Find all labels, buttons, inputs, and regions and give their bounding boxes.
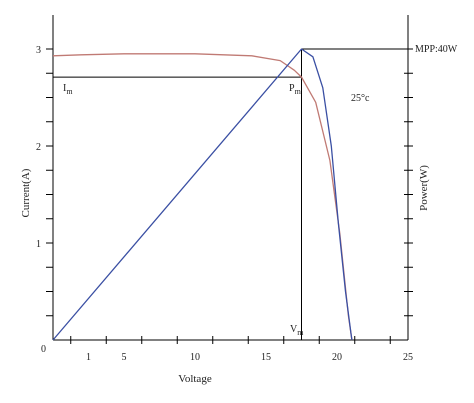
curves (52, 48, 353, 341)
y-tick-label: 1 (36, 239, 41, 250)
y-tick-label: 2 (36, 142, 41, 153)
power-curve (52, 48, 353, 341)
mpp-guide-lines (46, 48, 408, 340)
annotations: 0 Voltage Current(A) Power(W) Im Pm Vm 2… (20, 44, 458, 385)
x-tick-label: 1 (86, 352, 91, 363)
origin-label: 0 (41, 344, 46, 355)
im-label: Im (63, 83, 73, 96)
pm-label: Pm (289, 83, 302, 96)
axes (46, 15, 413, 344)
temperature-label: 25°c (351, 93, 370, 104)
x-tick-label: 10 (190, 352, 200, 363)
y-axis-right-title: Power(W) (418, 165, 430, 211)
x-tick-label: 5 (122, 352, 127, 363)
x-tick-label: 15 (261, 352, 271, 363)
x-axis-title: Voltage (178, 373, 212, 385)
current-curve (52, 53, 353, 341)
y-axis-left-title: Current(A) (20, 168, 32, 217)
mpp-label: MPP:40W (415, 44, 458, 55)
x-tick-label: 25 (403, 352, 413, 363)
x-tick-label: 20 (332, 352, 342, 363)
y-tick-label: 3 (36, 45, 41, 56)
vm-label: Vm (290, 324, 304, 337)
